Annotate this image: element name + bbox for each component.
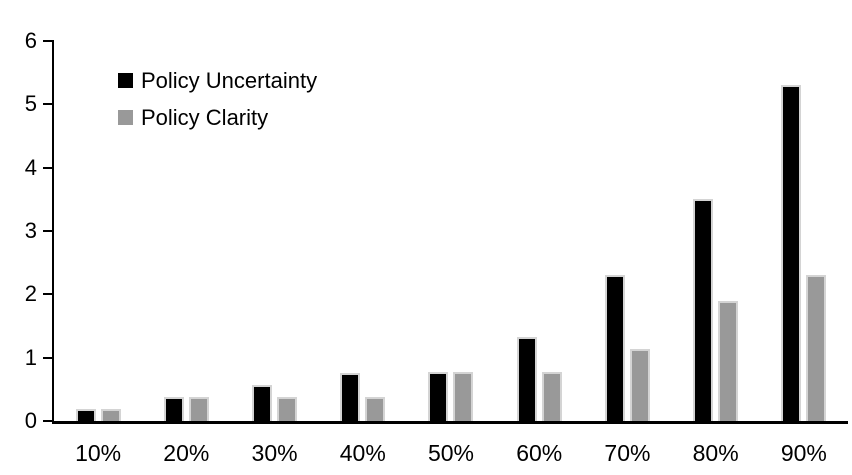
bar-policy-clarity-80% xyxy=(718,300,739,421)
bar-policy-clarity-10% xyxy=(100,408,121,421)
y-tick-label: 4 xyxy=(24,154,37,180)
y-tick-mark xyxy=(43,166,54,169)
y-tick-label: 1 xyxy=(24,344,37,370)
x-axis-label-80%: 80% xyxy=(692,440,739,466)
bar-policy-uncertainty-70% xyxy=(604,275,625,421)
bar-group-70% xyxy=(583,275,671,421)
bar-group-20% xyxy=(142,396,230,421)
x-axis-label-50%: 50% xyxy=(427,440,475,466)
bar-policy-uncertainty-50% xyxy=(428,371,449,421)
legend-label-policy-clarity: Policy Clarity xyxy=(141,105,269,130)
x-axis-label-60%: 60% xyxy=(516,440,563,466)
bar-policy-clarity-20% xyxy=(188,396,209,421)
legend: Policy Uncertainty Policy Clarity xyxy=(118,68,317,130)
y-tick-label: 2 xyxy=(24,281,37,307)
bar-group-50% xyxy=(407,371,495,421)
y-tick-mark xyxy=(43,293,54,296)
legend-item-policy-uncertainty: Policy Uncertainty xyxy=(118,68,317,93)
bar-group-90% xyxy=(760,85,848,421)
plot-area: Policy Uncertainty Policy Clarity 0 1 2 3 4 5… xyxy=(25,30,848,432)
bar-policy-uncertainty-10% xyxy=(75,408,96,421)
bar-group-40% xyxy=(319,372,407,421)
bar-policy-clarity-70% xyxy=(629,348,650,421)
y-tick-label: 6 xyxy=(24,28,37,53)
y-tick-label: 0 xyxy=(24,408,37,433)
y-tick-mark xyxy=(43,356,54,359)
x-axis-label-10%: 10% xyxy=(75,440,122,466)
bar-group-80% xyxy=(672,199,760,421)
bar-policy-clarity-40% xyxy=(365,396,386,421)
legend-label-policy-uncertainty: Policy Uncertainty xyxy=(141,68,318,93)
y-tick-mark xyxy=(43,230,54,232)
y-tick-label: 3 xyxy=(24,218,37,243)
bar-policy-clarity-90% xyxy=(806,275,827,421)
bar-policy-clarity-50% xyxy=(453,372,474,421)
bar-policy-uncertainty-30% xyxy=(252,384,273,421)
bar-policy-clarity-60% xyxy=(541,372,562,421)
legend-swatch-black-icon xyxy=(118,73,133,88)
bar-policy-uncertainty-90% xyxy=(781,85,802,421)
x-axis-label-20%: 20% xyxy=(163,440,210,466)
bar-policy-uncertainty-60% xyxy=(516,336,537,421)
y-tick-mark xyxy=(43,420,54,422)
y-tick-label: 5 xyxy=(24,91,37,117)
bar-policy-uncertainty-40% xyxy=(340,372,361,421)
bar-group-60% xyxy=(495,336,583,421)
bar-policy-uncertainty-80% xyxy=(693,199,714,421)
bar-policy-clarity-30% xyxy=(277,396,298,421)
bar-policy-uncertainty-20% xyxy=(163,396,184,421)
x-axis-label-70%: 70% xyxy=(604,440,651,466)
bar-group-30% xyxy=(230,384,318,421)
x-axis-label-40%: 40% xyxy=(339,440,386,466)
x-axis-label-30%: 30% xyxy=(251,440,298,466)
y-tick-mark xyxy=(43,103,54,106)
y-tick-mark xyxy=(43,40,54,42)
legend-item-policy-clarity: Policy Clarity xyxy=(118,105,317,130)
bar-group-10% xyxy=(54,408,142,421)
legend-swatch-gray-icon xyxy=(118,110,133,125)
x-axis-label-90%: 90% xyxy=(780,440,827,466)
